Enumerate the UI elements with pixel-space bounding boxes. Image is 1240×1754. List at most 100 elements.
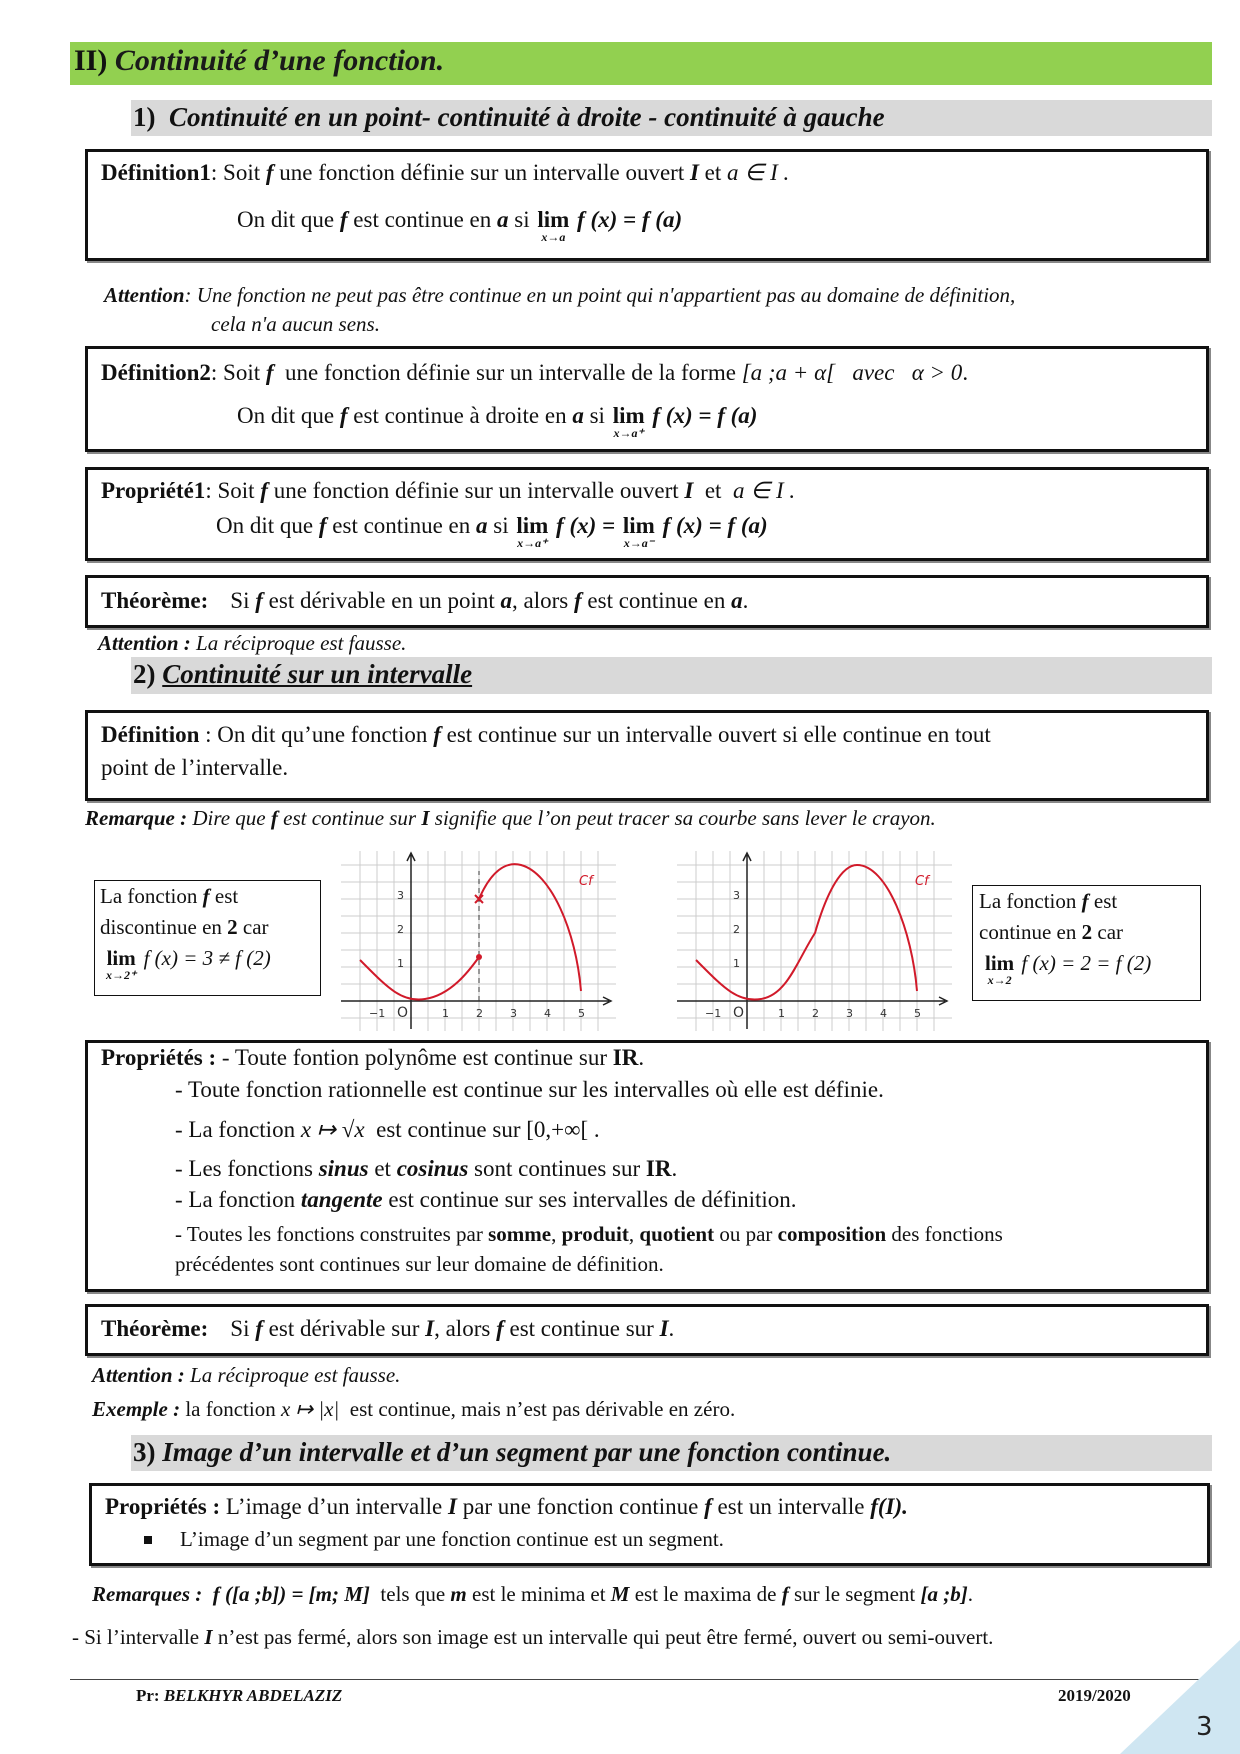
text-run: a [731, 588, 743, 613]
text-run: . [638, 1045, 645, 1070]
header-bar [70, 42, 1212, 85]
text-run: : Soit [210, 160, 266, 185]
text-line: lim x→2 f (x) = 2 = f (2) [983, 951, 1151, 986]
text-run: f (x) = [550, 513, 621, 538]
text-run: f [1081, 889, 1089, 913]
axis-label: 2 [812, 1007, 819, 1020]
text-run: I [425, 1316, 435, 1341]
text-run: quotient [639, 1222, 715, 1246]
text-run: Si [230, 1316, 256, 1341]
text-run: Propriété1 [101, 478, 206, 503]
footer-rule [70, 1679, 1212, 1680]
axis-label: 3 [733, 889, 740, 902]
text-run: Attention : [92, 1363, 185, 1387]
theorem-box [85, 1304, 1209, 1356]
text-run: : Soit [205, 478, 261, 503]
text-run: Théorème: [101, 1316, 209, 1341]
point [476, 954, 482, 960]
text-line: - Les fonctions sinus et cosinus sont co… [175, 1156, 677, 1182]
axis-label: O [733, 1005, 744, 1021]
text-run: I [689, 160, 699, 185]
section-text: Image d’un intervalle et d’un segment pa… [162, 1437, 892, 1467]
property-box [85, 467, 1209, 561]
curve [478, 863, 582, 992]
text-run: I [204, 1625, 213, 1649]
grid [677, 851, 952, 1031]
text-run: point de l’intervalle. [101, 755, 289, 780]
text-run: f (x) = f (a) [656, 513, 768, 538]
limit: lim x→a [537, 208, 569, 243]
text-run: lim [612, 403, 645, 428]
axis-label: 4 [880, 1007, 887, 1020]
text-line: La fonction f est [100, 884, 238, 909]
section-number: 2) [133, 659, 156, 689]
text-run: La fonction [979, 889, 1082, 913]
text-run: sur le segment [788, 1582, 921, 1606]
text-run: f [339, 403, 348, 428]
text-run: est un intervalle [711, 1494, 871, 1519]
text-run: 2 [227, 915, 238, 939]
section-bar [131, 657, 1212, 694]
note-box [972, 885, 1201, 1001]
text-run: tangente [300, 1187, 383, 1212]
text-run: 2 [1081, 920, 1093, 944]
section-bar [131, 100, 1212, 136]
text-run: , [628, 1222, 640, 1246]
text-run: : Une fonction ne peut pas être continue… [184, 283, 1016, 307]
text-run: somme [488, 1222, 552, 1246]
text-run: x→a⁺ [517, 536, 548, 550]
text-run: tels que [369, 1582, 451, 1606]
axis-label: 3 [397, 889, 404, 902]
text-run: est continue sur [277, 806, 422, 830]
text-run: est continue sur ses intervalles de défi… [382, 1187, 797, 1212]
text-run: , [551, 1222, 562, 1246]
section-number: 3) [133, 1437, 156, 1467]
text-run: si [583, 403, 611, 428]
text-run: lim [516, 513, 549, 538]
text-run: continue en [979, 920, 1082, 944]
text-line: Définition : On dit qu’une fonction f es… [101, 722, 991, 748]
graph: 3 2 1 −1 O 1 2 3 4 5 Cf [341, 851, 616, 1031]
text-run: f (x) = 3 ≠ f (2) [138, 946, 271, 970]
text-run: I [421, 806, 430, 830]
text-run: x→a⁻ [623, 536, 655, 550]
page-number: 3 [1196, 1712, 1213, 1742]
curve [359, 956, 480, 1001]
text-run: L’image d’un intervalle [220, 1494, 448, 1519]
text-run: lim [622, 513, 655, 538]
text-run: est dérivable en un point [262, 588, 501, 613]
text-run: et [693, 478, 733, 503]
text-run: IR [645, 1156, 672, 1181]
text-run: si [508, 207, 536, 232]
text-run: la fonction [180, 1397, 281, 1421]
text-run: a [572, 403, 584, 428]
text-run: m [450, 1582, 467, 1606]
text-run: Exemple : [92, 1397, 181, 1421]
text-run: : On dit qu’une fonction [199, 722, 434, 747]
text-run: produit [561, 1222, 629, 1246]
text-run: lim [106, 946, 136, 970]
text-run: f [270, 806, 278, 830]
author-label: Pr: [136, 1686, 164, 1705]
limit: lim x→2 [985, 953, 1014, 987]
axis-label: 1 [397, 957, 404, 970]
text-run: I [659, 1316, 669, 1341]
text-line: L’image d’un segment par une fonction co… [180, 1527, 724, 1552]
text-run: On dit que [237, 403, 340, 428]
text-run: Dire que [187, 806, 271, 830]
text-run: est le minima et [466, 1582, 611, 1606]
text-run: - La fonction [175, 1117, 301, 1142]
text-run: est continue en [581, 588, 732, 613]
limit: lim x→a⁺ [516, 514, 548, 549]
text-run: Remarque : [85, 806, 188, 830]
text-run: - Toute fonction rationnelle est continu… [175, 1077, 884, 1102]
text-run: IR [612, 1045, 639, 1070]
text-run: est continue, mais n’est pas dérivable e… [339, 1397, 736, 1421]
property-box [85, 1040, 1209, 1292]
text-run: f [265, 360, 274, 385]
text-run: est continue en [347, 207, 497, 232]
text-run: est continue à droite en [347, 403, 573, 428]
text-run: sinus [318, 1156, 369, 1181]
grid [341, 851, 616, 1031]
text-line: Propriétés : L’image d’un intervalle I p… [105, 1494, 908, 1520]
